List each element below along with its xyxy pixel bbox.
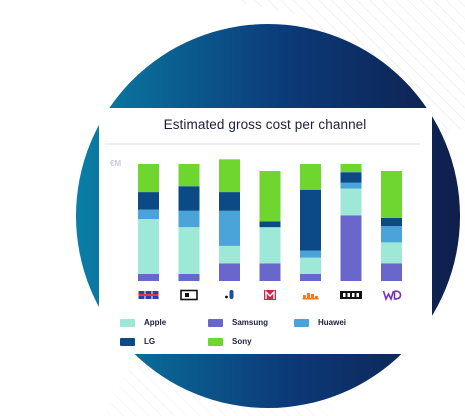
logo-orange-bars-icon: [302, 293, 319, 300]
bar-segment-lg-4: [259, 221, 281, 228]
bar-segment-samsung-1: [138, 273, 159, 281]
logo-black-strip-icon: [340, 291, 362, 299]
legend-label-lg: LG: [144, 337, 156, 346]
bar-segment-lg-3: [219, 192, 240, 211]
bar-segment-apple-4: [259, 227, 281, 264]
legend-item-sony: Sony: [208, 337, 252, 346]
legend: Apple Samsung Huawei LG Sony: [120, 318, 420, 358]
bar-segment-samsung-2: [178, 273, 200, 281]
bar-segment-sony-6: [340, 164, 362, 173]
bar-segment-huawei-3: [219, 210, 240, 246]
bar-segment-samsung-6: [340, 215, 362, 281]
bar-segment-sony-7: [381, 171, 402, 218]
logo-wd-icon: [382, 290, 402, 302]
bar-segment-huawei-7: [381, 226, 402, 243]
bar-segment-lg-5: [300, 189, 321, 251]
bar-group: [138, 159, 402, 281]
legend-swatch-lg: [120, 337, 135, 346]
bar-segment-sony-2: [178, 164, 200, 187]
bar-segment-samsung-7: [381, 263, 402, 281]
bar-segment-sony-1: [138, 164, 159, 193]
bar-segment-lg-6: [340, 172, 362, 183]
bar-segment-sony-4: [259, 171, 281, 222]
bar-segment-lg-1: [138, 192, 159, 210]
bar-segment-samsung-3: [219, 263, 240, 281]
category-icons: [138, 289, 402, 302]
legend-swatch-samsung: [208, 318, 223, 327]
bar-segment-lg-2: [178, 186, 200, 211]
bar-segment-apple-6: [340, 188, 362, 216]
bar-segment-huawei-6: [340, 182, 362, 189]
bar-segment-samsung-5: [300, 273, 321, 281]
legend-label-apple: Apple: [144, 318, 167, 327]
bar-segment-huawei-1: [138, 209, 159, 219]
legend-label-huawei: Huawei: [318, 318, 347, 327]
legend-item-samsung: Samsung: [208, 318, 268, 327]
legend-swatch-sony: [208, 337, 223, 346]
legend-swatch-apple: [120, 318, 135, 327]
legend-label-samsung: Samsung: [232, 318, 269, 327]
bar-segment-apple-5: [300, 257, 321, 274]
chart-title: Estimated gross cost per channel: [163, 117, 367, 132]
bar-segment-huawei-2: [178, 210, 200, 228]
bar-segment-apple-3: [219, 245, 240, 264]
bar-segment-sony-3: [219, 159, 240, 193]
legend-item-lg: LG: [120, 337, 155, 346]
legend-label-sony: Sony: [232, 337, 252, 346]
bar-segment-apple-1: [138, 218, 159, 274]
bar-segment-apple-7: [381, 242, 402, 264]
unit-label: €M: [110, 159, 122, 168]
legend-item-huawei: Huawei: [294, 318, 346, 327]
bar-segment-apple-2: [178, 227, 200, 274]
legend-item-apple: Apple: [120, 318, 166, 327]
logo-dots-icon: [225, 290, 234, 299]
logo-black-box-icon: [180, 289, 198, 301]
bar-segment-huawei-5: [300, 250, 321, 258]
bar-segment-sony-5: [300, 164, 321, 190]
legend-swatch-huawei: [294, 318, 309, 327]
bar-segment-samsung-4: [259, 263, 281, 281]
logo-m-figure-icon: [264, 290, 276, 300]
logo-blue-blocks-icon: [138, 291, 159, 299]
bar-segment-lg-7: [381, 217, 402, 227]
